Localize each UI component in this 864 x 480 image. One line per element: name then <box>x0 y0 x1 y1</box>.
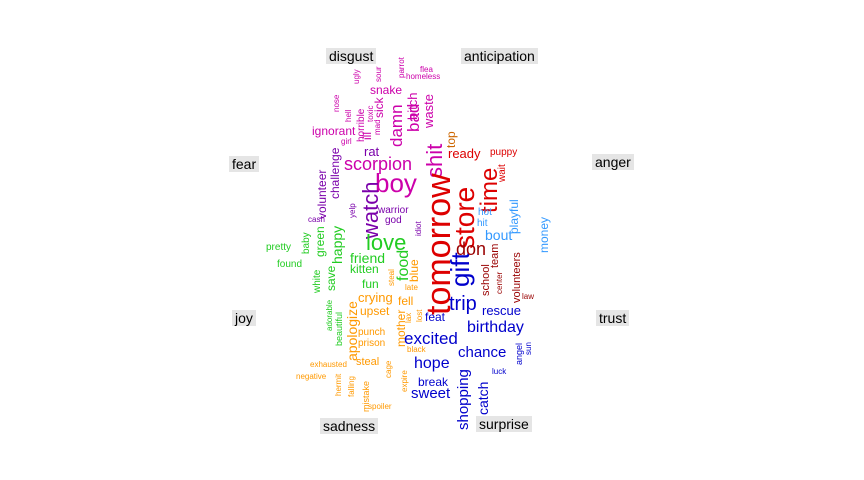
word-damn: damn <box>387 104 406 148</box>
category-label-sadness: sadness <box>320 418 379 434</box>
word-rescue: rescue <box>482 303 522 318</box>
word-negative: negative <box>296 372 327 381</box>
word-hot: hot <box>478 207 492 218</box>
word-mad: mad <box>373 119 382 136</box>
word-angel: angel <box>514 342 524 365</box>
word-hell: hell <box>344 109 353 122</box>
category-label-trust: trust <box>596 310 630 326</box>
word-beautiful: beautiful <box>334 311 344 346</box>
word-happy: happy <box>329 225 345 264</box>
word-school: school <box>480 264 492 297</box>
word-steal: steal <box>387 269 396 286</box>
word-birthday: birthday <box>467 319 524 336</box>
word-falling: falling <box>347 375 356 397</box>
word-prison: prison <box>358 338 386 349</box>
word-hermit: hermit <box>334 374 343 397</box>
word-rat: rat <box>364 144 380 159</box>
word-friend: friend <box>350 250 386 266</box>
word-love: love <box>366 230 407 255</box>
word-spoiler: spoiler <box>368 402 392 411</box>
word-girl: girl <box>341 137 352 146</box>
word-law: law <box>522 292 535 301</box>
word-ugly: ugly <box>352 68 361 84</box>
word-snake: snake <box>370 83 403 97</box>
word-cash: cash <box>308 215 325 224</box>
word-nose: nose <box>332 94 341 112</box>
word-bad: bad <box>404 103 423 133</box>
word-lost: lost <box>415 309 424 322</box>
word-warrior: warrior <box>378 205 409 216</box>
word-white: white <box>312 269 323 293</box>
word-chance: chance <box>458 344 507 361</box>
word-ready: ready <box>448 146 481 161</box>
word-parrot: parrot <box>397 57 406 79</box>
word-luck: luck <box>492 367 507 376</box>
word-bout: bout <box>485 227 513 243</box>
word-puppy: puppy <box>490 147 518 158</box>
word-catch: catch <box>475 381 491 415</box>
word-sun: sun <box>524 342 533 356</box>
word-baby: baby <box>301 232 312 254</box>
word-upset: upset <box>360 304 390 318</box>
word-save: save <box>324 266 338 292</box>
word-trip: trip <box>449 293 477 315</box>
word-center: center <box>495 272 504 295</box>
word-wait: wait <box>497 164 508 182</box>
word-feat: feat <box>425 310 446 324</box>
word-cage: cage <box>384 360 393 378</box>
word-team: team <box>489 243 501 269</box>
category-label-anger: anger <box>592 154 634 170</box>
category-label-anticipation: anticipation <box>461 48 538 64</box>
word-waste: waste <box>421 93 436 128</box>
word-homeless: homeless <box>406 72 441 81</box>
word-steal: steal <box>356 356 380 368</box>
word-shopping: shopping <box>455 369 472 430</box>
word-crying: crying <box>358 290 393 305</box>
category-label-disgust: disgust <box>326 48 377 64</box>
word-challenge: challenge <box>328 148 342 200</box>
word-fell: fell <box>398 294 414 308</box>
word-apologize: apologize <box>344 301 360 362</box>
word-found: found <box>277 259 303 270</box>
word-don: don <box>456 239 487 259</box>
word-pretty: pretty <box>266 242 292 253</box>
word-flea: flea <box>420 65 433 74</box>
word-money: money <box>537 216 551 253</box>
word-sick: sick <box>372 97 386 119</box>
word-hope: hope <box>414 355 450 372</box>
word-god: god <box>385 215 402 226</box>
word-blue: blue <box>407 259 421 283</box>
word-yelp: yelp <box>348 202 357 218</box>
word-adorable: adorable <box>325 300 334 332</box>
word-hit: hit <box>477 218 488 229</box>
category-label-surprise: surprise <box>476 416 532 432</box>
word-fun: fun <box>362 277 379 291</box>
word-kitten: kitten <box>350 262 379 276</box>
word-volunteer: volunteer <box>315 170 329 220</box>
word-sweet: sweet <box>411 385 451 402</box>
word-black: black <box>407 345 426 354</box>
word-idiot: idiot <box>414 221 423 236</box>
word-sour: sour <box>374 66 383 82</box>
word-expire: expire <box>400 370 409 393</box>
word-punch: punch <box>358 327 386 338</box>
word-excited: excited <box>404 329 458 348</box>
word-green: green <box>313 226 327 257</box>
word-boy: boy <box>375 168 417 198</box>
word-scorpion: scorpion <box>344 154 413 174</box>
word-ill: ill <box>360 131 374 140</box>
word-exhausted: exhausted <box>310 360 347 369</box>
word-break: break <box>418 375 449 389</box>
word-ignorant: ignorant <box>312 124 356 138</box>
category-label-joy: joy <box>232 310 256 326</box>
category-label-fear: fear <box>229 156 260 172</box>
word-late: late <box>405 283 418 292</box>
